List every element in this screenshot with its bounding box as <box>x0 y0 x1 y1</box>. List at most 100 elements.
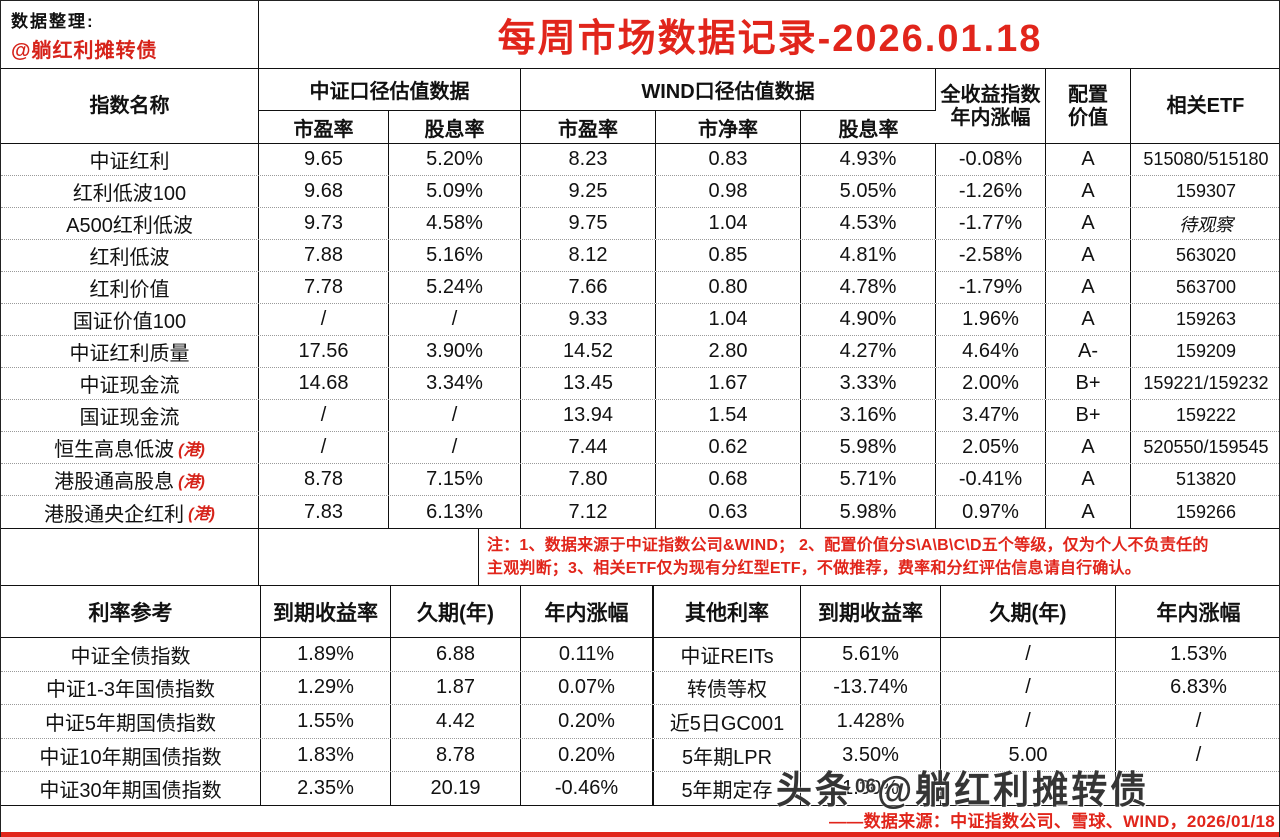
index-name-cell: 国证现金流 <box>1 400 259 431</box>
data-source-line: ——数据来源：中证指数公司、雪球、WIND，2026/01/18 <box>828 811 1275 831</box>
wind-dividend-yield-cell: 5.98% <box>801 496 936 528</box>
ytd-change-cell: -0.08% <box>936 144 1046 175</box>
related-etf-cell: 159263 <box>1175 309 1237 329</box>
bottom-red-bar <box>1 832 1279 837</box>
rates-table-body: 中证全债指数 1.89% 6.88 0.11% 中证REITs 5.61% / … <box>1 638 1279 806</box>
table-row: 中证1-3年国债指数 1.29% 1.87 0.07% 转债等权 -13.74%… <box>1 671 1279 706</box>
index-name-cell: 中证红利 <box>1 144 259 175</box>
wind-pb-cell: 0.85 <box>656 240 801 271</box>
col-right-duration: 久期(年) <box>941 586 1116 637</box>
table-row: 红利低波100 9.68 5.09% 9.25 0.98 5.05% -1.26… <box>1 176 1279 208</box>
wind-pb-cell: 0.68 <box>656 464 801 495</box>
total-return-line2: 年内涨幅 <box>950 106 1031 129</box>
allocation-grade-cell: A <box>1046 208 1131 239</box>
other-rate-name-cell: 近5日GC001 <box>654 705 801 738</box>
csi-pe-cell: / <box>259 304 389 335</box>
wind-pe-cell: 9.33 <box>521 304 656 335</box>
duration-cell: 20.19 <box>391 772 521 805</box>
other-rate-name-cell: 5年期LPR <box>654 738 801 772</box>
ytm-cell: 1.55% <box>261 705 391 738</box>
wind-pb-cell: 0.83 <box>656 144 801 175</box>
ytd-change-cell: -2.58% <box>936 240 1046 271</box>
allocation-grade-cell: B+ <box>1046 400 1131 431</box>
allocation-grade-cell: A <box>1046 272 1131 303</box>
related-etf-cell: 159209 <box>1175 341 1237 361</box>
related-etf-cell: 159307 <box>1175 181 1237 201</box>
ytd-change-cell: 3.47% <box>936 400 1046 431</box>
related-etf-cell: 159222 <box>1175 405 1237 425</box>
index-name: 中证现金流 <box>79 375 180 397</box>
valuation-table-header: 指数名称 中证口径估值数据 WIND口径估值数据 全收益指数 年内涨幅 配置 价… <box>1 69 1279 144</box>
watermark-obscured-digits: 06 <box>855 775 877 798</box>
col-left-ytm: 到期收益率 <box>261 586 391 637</box>
hk-tag: (港) <box>178 473 205 491</box>
note-line-2: 主观判断；3、相关ETF仅为现有分红型ETF，不做推荐，费率和分红评估信息请自行… <box>487 560 1141 578</box>
wind-pb-cell: 1.04 <box>656 304 801 335</box>
index-name: 红利价值 <box>89 279 170 301</box>
curator-cell: 数据整理: @躺红利摊转债 <box>1 1 259 68</box>
other-ytd-cell: / <box>1195 743 1202 766</box>
table-row: 中证红利 9.65 5.20% 8.23 0.83 4.93% -0.08% A… <box>1 144 1279 176</box>
col-allocation-value: 配置 价值 <box>1046 69 1131 144</box>
index-name: 港股通高股息 <box>54 471 175 493</box>
note-empty-cell-1 <box>1 529 259 585</box>
watermark-handle: @躺红利摊转债 <box>877 768 1150 812</box>
index-name: A500红利低波 <box>66 215 193 237</box>
curator-label: 数据整理: <box>11 12 95 31</box>
allocation-grade-cell: A- <box>1046 336 1131 367</box>
col-total-return-ytd: 全收益指数 年内涨幅 <box>936 69 1046 144</box>
col-right-ytd: 年内涨幅 <box>1156 601 1241 625</box>
related-etf-cell: 563700 <box>1175 277 1237 297</box>
col-csi-pe: 市盈率 <box>259 111 389 144</box>
other-ytd-cell: 1.53% <box>1170 642 1227 665</box>
related-etf-cell: 513820 <box>1175 469 1237 489</box>
csi-dividend-yield-cell: / <box>389 400 521 431</box>
table-row: 红利价值 7.78 5.24% 7.66 0.80 4.78% -1.79% A… <box>1 272 1279 304</box>
rate-name-cell: 中证全债指数 <box>1 638 261 671</box>
wind-dividend-yield-cell: 4.27% <box>801 336 936 367</box>
group-wind-valuation: WIND口径估值数据 <box>521 69 936 111</box>
csi-dividend-yield-cell: 6.13% <box>389 496 521 528</box>
other-ytm-cell: 3.50% <box>801 738 941 772</box>
note-row: 注：1、数据来源于中证指数公司&WIND； 2、配置价值分S\A\B\C\D五个… <box>1 528 1279 586</box>
csi-pe-cell: 7.88 <box>259 240 389 271</box>
alloc-line2: 价值 <box>1068 106 1108 129</box>
duration-cell: 6.88 <box>391 638 521 671</box>
other-ytm-cell: -13.74% <box>801 671 941 705</box>
note-line-1: 注：1、数据来源于中证指数公司&WIND； 2、配置价值分S\A\B\C\D五个… <box>487 537 1209 554</box>
csi-pe-cell: 17.56 <box>259 336 389 367</box>
watermark-prefix: 头条 <box>776 768 855 812</box>
other-duration-cell: 5.00 <box>941 738 1116 772</box>
csi-pe-cell: 7.83 <box>259 496 389 528</box>
ytm-cell: 1.83% <box>261 738 391 772</box>
wind-pb-cell: 0.63 <box>656 496 801 528</box>
col-related-etf: 相关ETF <box>1131 69 1279 144</box>
index-name-cell: 港股通央企红利 (港) <box>1 496 259 528</box>
allocation-grade-cell: A <box>1046 176 1131 207</box>
other-duration-cell <box>941 772 1116 805</box>
ytd-change-cell: 2.00% <box>936 368 1046 399</box>
wind-pb-cell: 0.62 <box>656 432 801 463</box>
ytd-cell: -0.46% <box>521 772 654 805</box>
ytd-change-cell: 0.97% <box>936 496 1046 528</box>
ytd-change-cell: 4.64% <box>936 336 1046 367</box>
index-name-cell: 恒生高息低波 (港) <box>1 432 259 463</box>
allocation-grade-cell: A <box>1046 432 1131 463</box>
index-name-cell: 红利低波 <box>1 240 259 271</box>
other-rate-name-cell: 中证REITs <box>654 638 801 671</box>
other-ytm-cell: 1.428% <box>801 705 941 738</box>
wind-dividend-yield-cell: 4.93% <box>801 144 936 175</box>
hk-tag: (港) <box>178 441 205 459</box>
table-row: 中证现金流 14.68 3.34% 13.45 1.67 3.33% 2.00%… <box>1 368 1279 400</box>
table-row: 中证5年期国债指数 1.55% 4.42 0.20% 近5日GC001 1.42… <box>1 705 1279 739</box>
other-duration-cell: / <box>941 705 1116 738</box>
ytd-change-cell: -1.26% <box>936 176 1046 207</box>
col-right-ytm: 到期收益率 <box>801 586 941 637</box>
csi-dividend-yield-cell: 4.58% <box>389 208 521 239</box>
index-name-cell: 红利价值 <box>1 272 259 303</box>
other-duration-cell: / <box>941 638 1116 671</box>
valuation-table-body: 中证红利 9.65 5.20% 8.23 0.83 4.93% -0.08% A… <box>1 144 1279 528</box>
ytd-cell: 0.20% <box>521 705 654 738</box>
wind-pb-cell: 2.80 <box>656 336 801 367</box>
duration-cell: 1.87 <box>391 671 521 705</box>
